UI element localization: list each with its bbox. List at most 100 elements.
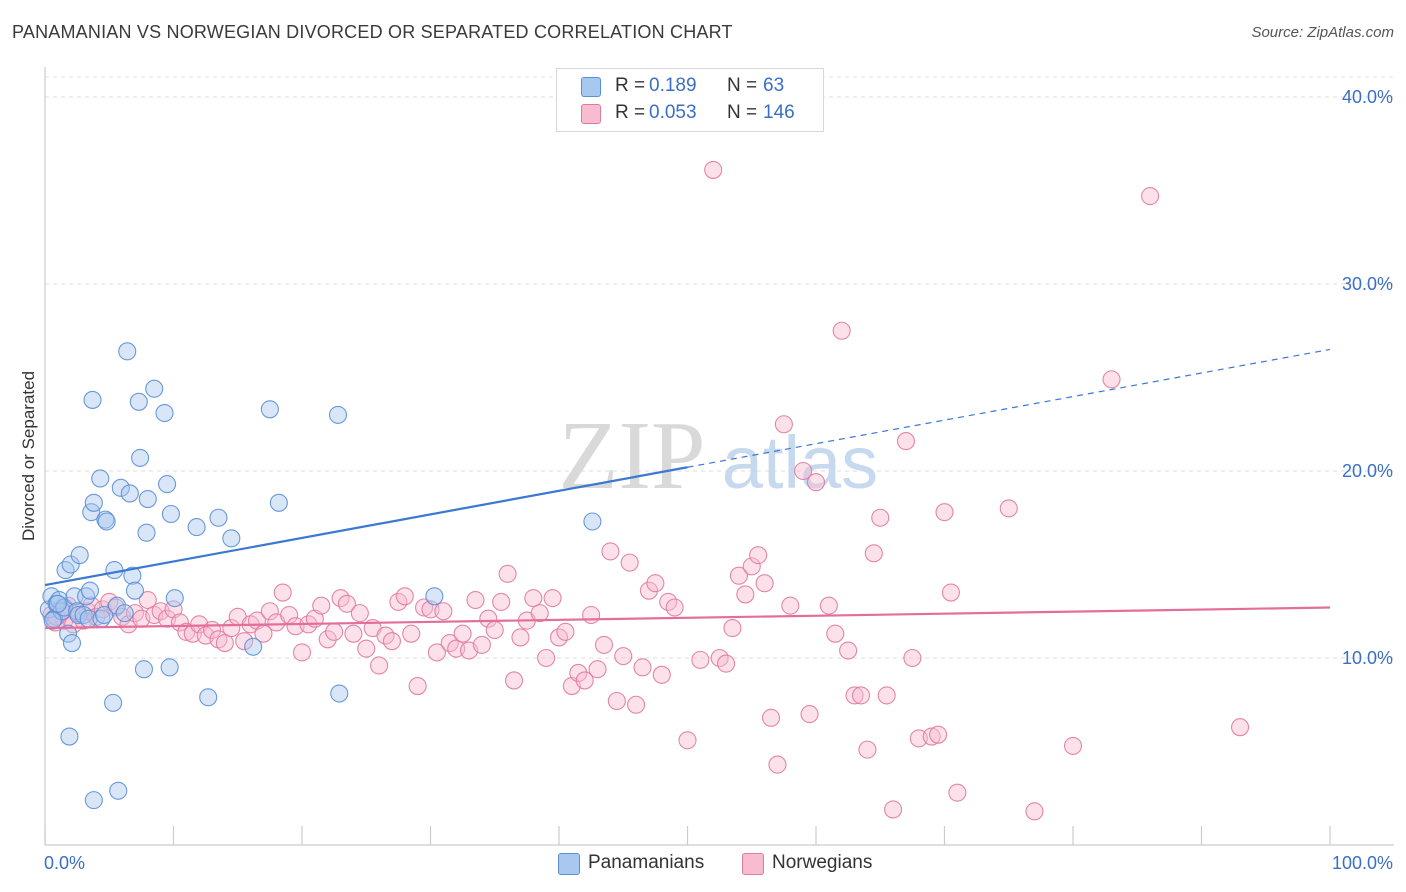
norwegians-point [941, 583, 960, 602]
panamanians-point [43, 611, 62, 630]
norwegians-point [1231, 718, 1250, 737]
norwegians-point [492, 592, 511, 611]
panamanians-points [39, 342, 602, 810]
watermark-atlas: atlas [722, 421, 878, 504]
norwegians-point [582, 605, 601, 625]
norwegians-point [864, 544, 883, 563]
norwegians-point [504, 671, 524, 690]
panamanians-point [129, 392, 148, 411]
panamanians-point [91, 469, 110, 488]
norwegians-point [537, 648, 556, 668]
norwegians-trend-line [44, 606, 1331, 630]
norwegians-point [408, 676, 427, 696]
norwegians-point [479, 609, 498, 628]
panamanians-point [131, 448, 150, 467]
norwegians-point [215, 633, 234, 653]
norwegians-point [453, 624, 472, 643]
norwegians-point [530, 604, 549, 623]
norwegians-point [357, 639, 376, 658]
norwegians-point [755, 574, 774, 593]
norwegians-point [260, 602, 279, 621]
norwegians-point [845, 686, 864, 705]
norwegians-point [819, 596, 838, 615]
panamanians-point [138, 489, 157, 509]
legend-r-value: 0.189 [649, 75, 697, 96]
source-credit: Source: ZipAtlas.com [1251, 24, 1394, 41]
panamanians-point [59, 624, 78, 643]
panamanians-point [109, 781, 128, 800]
legend-r-label: R = [615, 102, 646, 123]
norwegians-point [935, 503, 954, 522]
norwegians-point [839, 641, 858, 660]
norwegians-point [800, 705, 819, 724]
panamanians-point [80, 581, 100, 600]
norwegians-point [395, 587, 414, 606]
panamanians-point [199, 688, 218, 707]
panamanians-point [105, 561, 124, 580]
norwegians-point [556, 622, 575, 641]
legend-n-label: N = [727, 75, 758, 96]
panamanians-point [84, 493, 103, 512]
panamanians-point [158, 475, 177, 494]
norwegians-point [761, 708, 781, 727]
bottom-legend-label: Panamanians [588, 852, 705, 873]
norwegians-point [472, 635, 491, 654]
norwegians-point [607, 691, 626, 711]
norwegians-point [614, 647, 633, 666]
legend-r-value: 0.053 [649, 102, 697, 123]
norwegians-point [292, 643, 312, 662]
norwegians-point [370, 656, 389, 675]
panamanians-point [583, 512, 602, 531]
legend-n-label: N = [727, 102, 758, 123]
panamanians-point [260, 400, 279, 419]
norwegians-point [588, 660, 607, 679]
bottom-legend-swatch-blue [558, 853, 580, 875]
panamanians-point [165, 589, 184, 608]
legend-swatch-pink [581, 104, 601, 124]
norwegians-point [498, 564, 517, 583]
norwegians-point [806, 473, 826, 492]
norwegians-point [832, 321, 851, 340]
norwegians-point [601, 542, 620, 561]
norwegians-point [884, 800, 903, 819]
norwegians-point [344, 624, 363, 643]
norwegians-point [749, 546, 768, 565]
norwegians-point [415, 598, 434, 617]
bottom-legend-swatch-pink [742, 853, 764, 875]
norwegians-point [781, 596, 800, 615]
norwegians-point [138, 590, 157, 610]
panamanians-trend-extension [687, 348, 1331, 468]
panamanians-point [107, 596, 127, 615]
panamanians-point [328, 405, 348, 424]
norwegians-point [466, 590, 485, 610]
panamanians-point [118, 342, 137, 361]
norwegians-point [729, 566, 748, 585]
norwegians-point [794, 461, 813, 481]
norwegians-point [569, 663, 588, 683]
norwegians-point [434, 602, 453, 621]
norwegians-point [485, 620, 504, 640]
panamanians-point [269, 493, 288, 512]
panamanians-point [83, 390, 102, 409]
panamanians-point [134, 660, 153, 679]
norwegians-point [402, 624, 421, 643]
norwegians-point [877, 686, 896, 705]
legend-row-norwegians: R = 0.053 N = 146 [557, 101, 823, 127]
panamanians-point [145, 379, 164, 398]
panamanians-point [97, 512, 116, 531]
y-tick-label: 30.0% [1342, 274, 1393, 294]
norwegians-point [768, 755, 787, 774]
watermark: ZIP atlas [559, 402, 879, 510]
norwegians-point [1102, 370, 1121, 389]
panamanians-point [425, 587, 444, 606]
norwegians-point [704, 160, 723, 179]
panamanians-point [70, 546, 89, 565]
norwegians-point [273, 583, 292, 602]
legend: R = 0.189 N = 63 R = 0.053 N = 146 [556, 68, 824, 132]
norwegians-point [646, 574, 665, 593]
bottom-legend-label: Norwegians [772, 852, 873, 873]
norwegians-point [633, 658, 652, 677]
panamanians-point [222, 529, 241, 548]
panamanians-point [104, 693, 123, 712]
panamanians-point [84, 791, 103, 810]
